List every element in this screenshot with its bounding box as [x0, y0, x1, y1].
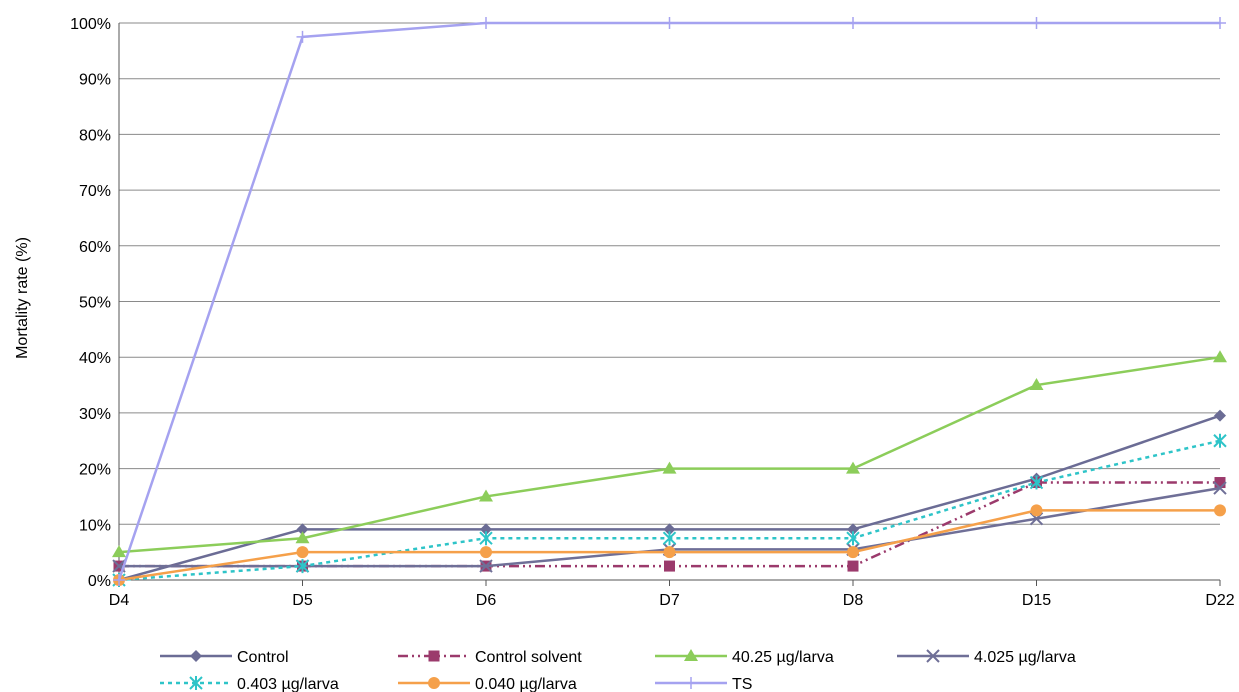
gridlines	[118, 22, 1220, 581]
series-0-040-ug-larva	[113, 504, 1226, 586]
legend-marker	[189, 676, 203, 690]
data-point	[662, 531, 677, 546]
data-point	[1213, 350, 1227, 363]
data-point	[479, 489, 493, 502]
y-tick-label: 90%	[79, 72, 111, 89]
data-point	[296, 546, 309, 559]
y-tick-label: 70%	[79, 183, 111, 200]
y-tick-label: 50%	[79, 295, 111, 312]
legend-item-0-040-ug-larva: 0.040 µg/larva	[398, 676, 577, 692]
x-tick-label: D7	[659, 592, 680, 609]
y-tick-label: 80%	[79, 127, 111, 144]
legend-marker	[190, 650, 202, 662]
x-tick-label: D6	[476, 592, 497, 609]
legend-item-control: Control	[160, 649, 289, 666]
legend-label: 0.403 µg/larva	[237, 676, 339, 692]
series-line	[118, 355, 1221, 554]
y-tick-labels: 0% 10% 20% 30% 40% 50% 60% 70% 80% 90% 100%	[70, 16, 111, 590]
legend-marker	[428, 650, 440, 662]
series-lines	[112, 17, 1227, 587]
legend-item-0-403-ug-larva: 0.403 µg/larva	[160, 676, 339, 692]
legend-label: 4.025 µg/larva	[974, 649, 1076, 666]
data-point	[295, 559, 310, 574]
data-point	[1030, 504, 1043, 517]
y-tick-label: 10%	[79, 517, 111, 534]
x-tick-label: D15	[1022, 592, 1051, 609]
data-point	[847, 523, 859, 536]
data-point	[847, 17, 859, 29]
data-point	[847, 546, 859, 559]
legend-marker	[926, 649, 940, 663]
data-point	[663, 546, 676, 559]
x-tick-label: D8	[843, 592, 864, 609]
data-point	[113, 574, 125, 586]
data-point	[846, 531, 860, 546]
data-point	[296, 30, 309, 43]
legend-label: 40.25 µg/larva	[732, 649, 834, 666]
legend-label: Control solvent	[475, 649, 582, 666]
legend-item-4-025-ug-larva: 4.025 µg/larva	[897, 649, 1076, 666]
y-tick-label: 30%	[79, 406, 111, 423]
data-point	[1214, 409, 1226, 422]
legend-label: TS	[732, 676, 752, 692]
series-ts	[113, 17, 1226, 586]
data-point	[664, 560, 675, 572]
data-point	[663, 523, 676, 536]
legend-item-ts: TS	[655, 676, 752, 692]
data-point	[663, 17, 676, 29]
legend-item-40-25-ug-larva: 40.25 µg/larva	[655, 649, 834, 666]
data-point	[479, 559, 493, 573]
data-point	[847, 560, 859, 572]
data-point	[480, 546, 492, 559]
legend-label: Control	[237, 649, 289, 666]
data-point	[846, 461, 860, 474]
data-point	[662, 461, 677, 474]
y-tick-label: 100%	[70, 16, 111, 33]
legend-marker	[685, 677, 697, 689]
y-tick-label: 20%	[79, 462, 111, 479]
data-point	[1214, 477, 1226, 489]
data-point	[479, 531, 493, 546]
data-point	[1213, 481, 1227, 495]
legend: Control Control solvent 40.25 µg/larva 4.02…	[160, 649, 1076, 692]
data-point	[480, 523, 492, 536]
y-axis-title: Mortality rate (%)	[14, 237, 31, 359]
data-point	[295, 531, 310, 544]
y-tick-label: 40%	[79, 350, 111, 367]
y-tick-label: 0%	[88, 573, 111, 590]
legend-marker	[428, 677, 440, 689]
data-point	[1214, 17, 1226, 29]
data-point	[1029, 475, 1044, 490]
legend-marker	[684, 649, 698, 661]
x-tick-label: D22	[1205, 592, 1234, 609]
data-point	[1029, 378, 1044, 391]
legend-item-control-solvent: Control solvent	[398, 649, 582, 666]
series-control	[113, 409, 1226, 586]
data-point	[480, 17, 492, 29]
data-point	[1214, 504, 1226, 517]
data-point	[1030, 17, 1043, 29]
legend-label: 0.040 µg/larva	[475, 676, 577, 692]
series-40-25-ug-larva	[112, 350, 1227, 558]
y-tick-label: 60%	[79, 239, 111, 256]
data-point	[296, 523, 309, 536]
x-tick-label: D5	[292, 592, 313, 609]
x-tick-label: D4	[109, 592, 130, 609]
x-tick-labels: D4 D5 D6 D7 D8 D15 D22	[109, 580, 1235, 609]
data-point	[112, 545, 126, 558]
data-point	[1213, 433, 1227, 448]
